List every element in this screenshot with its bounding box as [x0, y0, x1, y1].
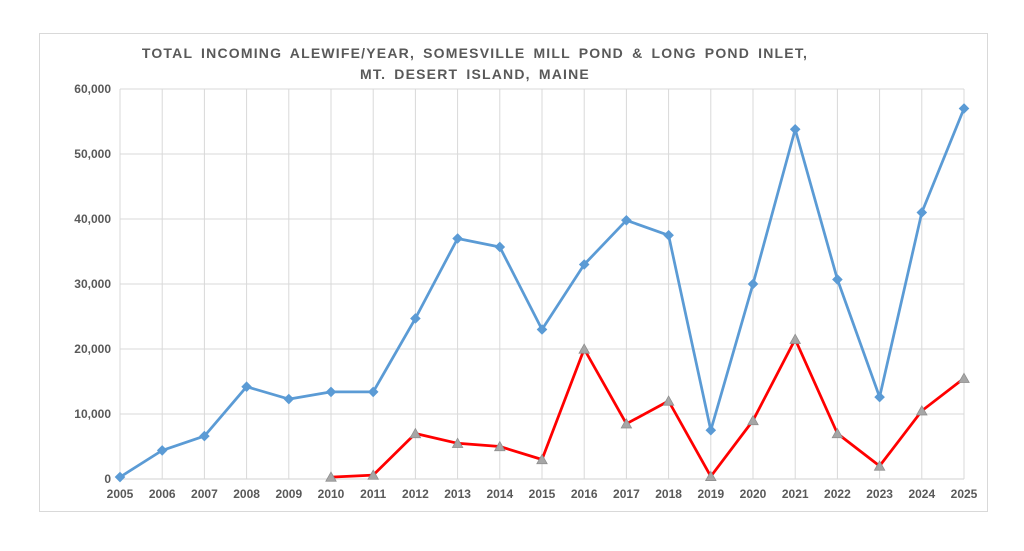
blue-series-marker [705, 424, 717, 436]
red-series-marker [325, 471, 337, 482]
x-tick-label: 2010 [318, 487, 345, 501]
blue-series-marker [789, 123, 801, 135]
x-tick-label: 2009 [275, 487, 302, 501]
blue-series-marker [578, 259, 590, 270]
x-tick-label: 2020 [740, 487, 767, 501]
chart-frame: TOTAL INCOMING ALEWIFE/YEAR, SOMESVILLE … [39, 33, 988, 512]
chart-title: TOTAL INCOMING ALEWIFE/YEAR, SOMESVILLE … [40, 43, 910, 85]
red-series-marker [789, 333, 802, 344]
blue-series-marker [156, 445, 168, 456]
blue-series-marker [916, 207, 928, 218]
y-tick-label: 40,000 [74, 212, 111, 226]
red-series-marker [493, 440, 506, 452]
x-tick-label: 2013 [444, 487, 471, 501]
x-tick-label: 2017 [613, 487, 640, 501]
blue-series-marker [283, 393, 295, 405]
x-tick-label: 2018 [655, 487, 682, 501]
red-series-line [329, 337, 966, 479]
y-tick-label: 10,000 [74, 407, 111, 421]
x-tick-label: 2024 [908, 487, 935, 501]
red-series-marker [958, 372, 970, 383]
blue-series-marker [874, 391, 885, 403]
chart-title-line1: TOTAL INCOMING ALEWIFE/YEAR, SOMESVILLE … [141, 45, 809, 61]
y-tick-label: 60,000 [74, 82, 111, 96]
blue-series-marker [494, 241, 506, 253]
blue-series-marker [410, 313, 421, 324]
red-series-marker [578, 343, 591, 354]
x-tick-label: 2022 [824, 487, 851, 501]
red-series-marker [536, 453, 548, 465]
red-series-marker [620, 417, 633, 429]
red-series-marker [409, 427, 422, 439]
red-series-marker [831, 427, 844, 439]
x-tick-label: 2015 [529, 487, 556, 501]
y-tick-label: 30,000 [74, 277, 111, 291]
x-tick-label: 2019 [697, 487, 724, 501]
blue-series-marker [747, 278, 759, 290]
x-tick-label: 2007 [191, 487, 218, 501]
x-tick-label: 2021 [782, 487, 809, 501]
x-tick-label: 2014 [486, 487, 513, 501]
x-tick-label: 2006 [149, 487, 176, 501]
y-tick-label: 0 [104, 472, 111, 486]
x-tick-label: 2005 [107, 487, 134, 501]
blue-series-marker [832, 274, 843, 285]
blue-series-marker [663, 229, 674, 241]
red-series-marker [367, 469, 380, 480]
red-series-marker [747, 414, 759, 426]
red-series-marker [662, 395, 675, 406]
chart-canvas: 0 10,000 20,000 30,000 40,000 50,000 60,000 200… [74, 82, 978, 501]
x-tick-label: 2016 [571, 487, 598, 501]
x-tick-label: 2025 [951, 487, 978, 501]
x-tick-label: 2023 [866, 487, 893, 501]
blue-series-marker [241, 381, 252, 393]
y-tick-label: 50,000 [74, 147, 111, 161]
blue-series-marker [958, 103, 970, 114]
x-tick-label: 2008 [233, 487, 260, 501]
red-series-marker [704, 470, 717, 481]
blue-series-marker [367, 386, 379, 398]
chart-title-line2: MT. DESERT ISLAND, MAINE [360, 66, 590, 82]
y-tick-label: 20,000 [74, 342, 111, 356]
blue-series-marker [325, 386, 337, 398]
x-tick-label: 2012 [402, 487, 429, 501]
blue-series-marker [621, 214, 632, 226]
red-series-marker [451, 437, 464, 448]
blue-series-marker [536, 324, 548, 335]
blue-series-marker [199, 430, 210, 442]
blue-series-marker [114, 471, 126, 483]
red-series-marker [915, 404, 928, 416]
red-series-marker [873, 460, 886, 471]
x-tick-label: 2011 [360, 487, 386, 501]
blue-series-marker [452, 233, 463, 244]
